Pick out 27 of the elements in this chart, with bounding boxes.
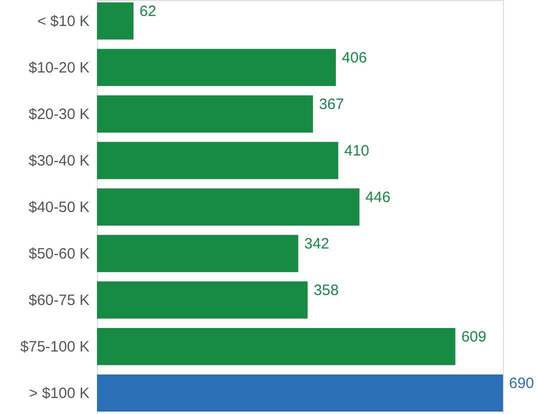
y-tick-label: < $10 K	[37, 12, 90, 30]
y-tick-label: $20-30 K	[28, 106, 90, 123]
data-label: 446	[365, 189, 390, 206]
y-tick-label: $50-60 K	[28, 246, 90, 263]
data-label: 406	[342, 49, 367, 66]
y-tick-label: $60-75 K	[28, 292, 90, 310]
data-label: 358	[314, 282, 339, 300]
bar	[97, 374, 503, 412]
bar	[97, 2, 134, 40]
data-label: 410	[344, 142, 370, 160]
data-label: 367	[318, 96, 344, 113]
y-tick-label: $30-40 K	[28, 152, 90, 170]
y-tick-label: $10-20 K	[28, 59, 90, 76]
data-label: 342	[304, 236, 330, 253]
data-label: 609	[461, 328, 486, 346]
bar	[97, 188, 360, 226]
bar	[97, 281, 308, 319]
bar	[97, 95, 313, 133]
bar	[97, 328, 456, 366]
bar	[97, 234, 298, 272]
data-label: 690	[509, 375, 534, 392]
y-tick-label: $75-100 K	[20, 338, 90, 356]
data-label: 62	[139, 2, 156, 20]
y-tick-label: $40-50 K	[28, 199, 90, 216]
bar	[97, 142, 338, 180]
y-tick-label: > $100 K	[29, 385, 90, 402]
bar	[97, 48, 336, 86]
